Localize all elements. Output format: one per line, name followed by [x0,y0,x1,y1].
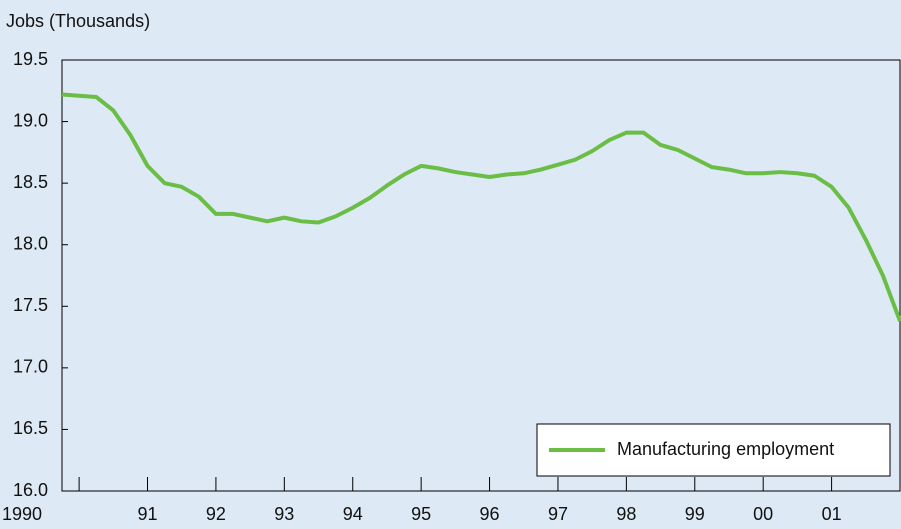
y-tick-label: 16.5 [13,418,48,438]
legend-label: Manufacturing employment [617,439,834,459]
y-tick-label: 16.0 [13,480,48,500]
x-tick-label: 1990 [2,504,42,524]
x-tick-label: 99 [685,504,705,524]
x-tick-label: 01 [822,504,842,524]
x-tick-label: 94 [343,504,363,524]
y-tick-label: 19.5 [13,49,48,69]
x-tick-label: 96 [480,504,500,524]
x-tick-label: 91 [137,504,157,524]
x-tick-label: 93 [274,504,294,524]
plot-frame [61,59,901,492]
data-line [61,92,901,322]
x-tick-label: 00 [753,504,773,524]
y-tick-label: 18.5 [13,172,48,192]
y-axis-label: Jobs (Thousands) [6,11,150,31]
y-tick-label: 18.0 [13,233,48,253]
y-tick-label: 19.0 [13,110,48,130]
x-tick-label: 95 [411,504,431,524]
y-tick-label: 17.5 [13,295,48,315]
x-tick-label: 92 [206,504,226,524]
x-tick-label: 97 [548,504,568,524]
x-tick-label: 98 [616,504,636,524]
y-tick-label: 17.0 [13,357,48,377]
